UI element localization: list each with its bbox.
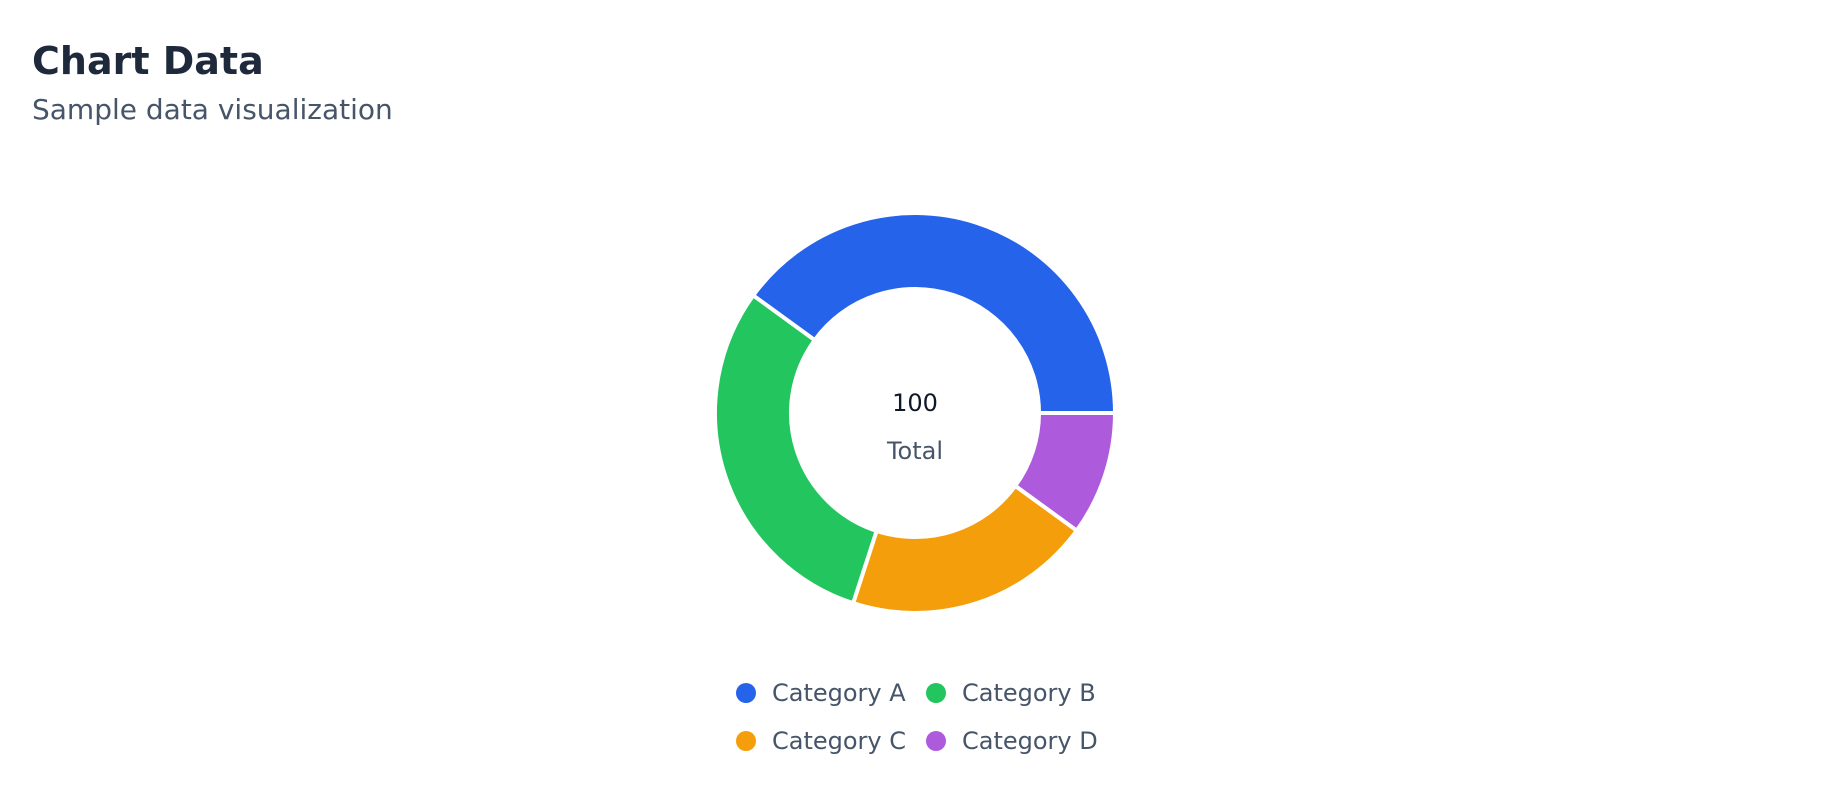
donut-center-label: Total — [886, 437, 943, 465]
legend-item-category-c[interactable]: Category C — [736, 726, 926, 756]
legend-item-category-b[interactable]: Category B — [926, 678, 1116, 708]
page-subtitle: Sample data visualization — [32, 93, 393, 126]
legend-label-category-c: Category C — [772, 727, 907, 755]
legend-swatch-category-b — [926, 683, 946, 703]
legend-label-category-a: Category A — [772, 679, 906, 707]
donut-slice-category-d[interactable] — [1012, 411, 1118, 534]
legend-swatch-category-d — [926, 731, 946, 751]
donut-slice-category-a[interactable] — [750, 211, 1118, 415]
legend-item-category-a[interactable]: Category A — [736, 678, 926, 708]
chart-legend: Category A Category B Category C Categor… — [736, 678, 1116, 756]
legend-item-category-d[interactable]: Category D — [926, 726, 1116, 756]
chart-header: Chart Data Sample data visualization — [32, 36, 393, 128]
legend-label-category-b: Category B — [962, 679, 1096, 707]
donut-slice-category-b[interactable] — [713, 292, 880, 606]
legend-swatch-category-a — [736, 683, 756, 703]
legend-label-category-d: Category D — [962, 727, 1098, 755]
donut-center-value: 100 — [892, 389, 938, 417]
donut-slices — [713, 211, 1118, 615]
page-title: Chart Data — [32, 39, 264, 83]
legend-swatch-category-c — [736, 731, 756, 751]
donut-slice-category-c[interactable] — [850, 483, 1080, 615]
